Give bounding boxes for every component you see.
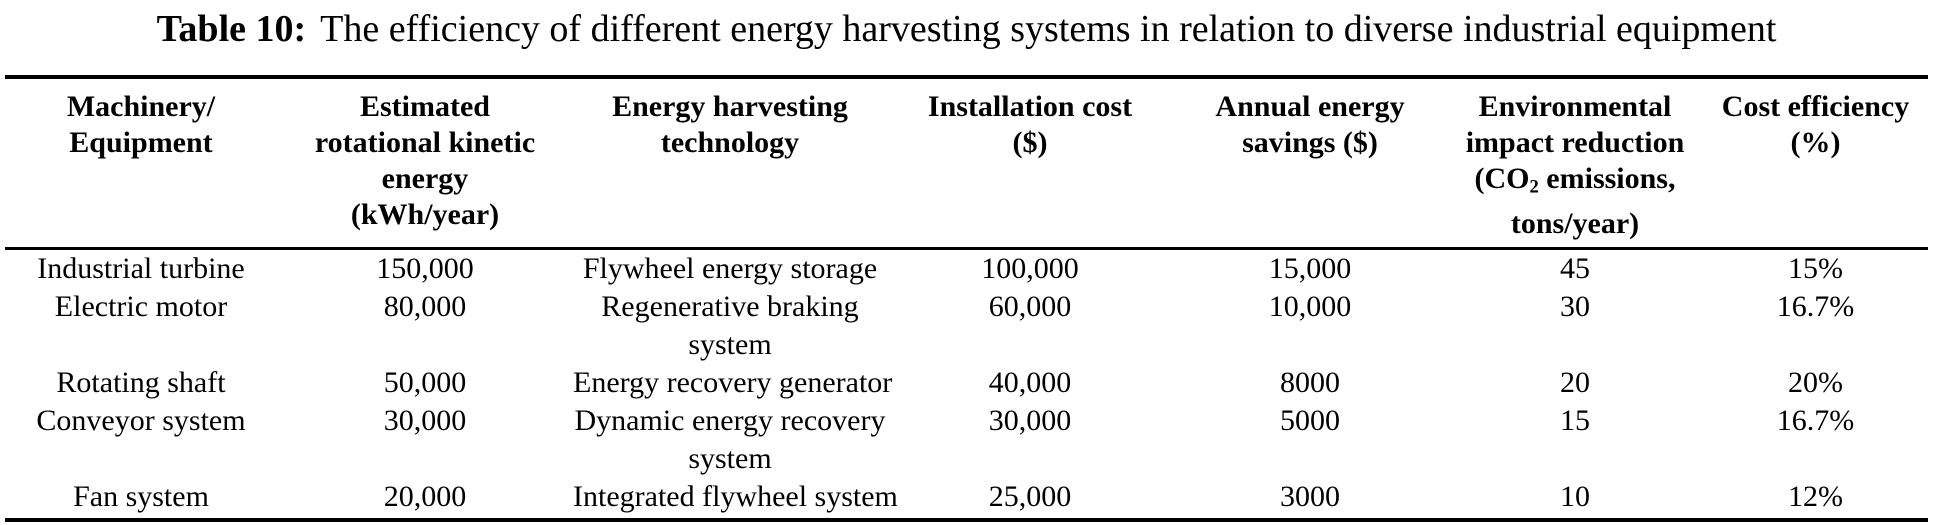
cell-cost-efficiency: 20%: [1788, 365, 1843, 399]
environmental-co2-line: (CO2 emissions,: [1447, 161, 1703, 206]
col-header-installation-cost: Installation cost ($): [887, 77, 1173, 250]
table-row-fan-system: Fan system 20,000 Integrated flywheel syst…: [5, 478, 1928, 520]
table-row-industrial-turbine: Industrial turbine 150,000 Flywheel energy…: [5, 248, 1928, 288]
table-row-rotating-shaft: Rotating shaft 50,000 Energy recovery gene…: [5, 364, 1928, 402]
cell-technology: Flywheel energy storage: [582, 251, 878, 285]
cell-machinery: Industrial turbine: [37, 251, 245, 285]
cell-installation-cost: 60,000: [988, 289, 1072, 323]
cell-technology: Regenerative braking system: [601, 289, 859, 361]
cell-environmental: 15: [1560, 403, 1590, 437]
table-caption-label: Table 10:: [156, 8, 307, 50]
cell-cost-efficiency: 15%: [1788, 251, 1843, 285]
cell-annual-savings: 3000: [1280, 479, 1340, 513]
cell-kinetic-energy: 80,000: [383, 289, 467, 323]
cell-kinetic-energy: 20,000: [383, 479, 467, 513]
col-header-technology: Energy harvesting technology: [573, 77, 887, 250]
cell-machinery: Fan system: [73, 479, 209, 513]
cell-kinetic-energy: 50,000: [383, 365, 467, 399]
cell-machinery: Electric motor: [54, 289, 228, 323]
cell-environmental: 10: [1560, 479, 1590, 513]
col-header-environmental: Environmental impact reduction (CO2 emissi…: [1447, 77, 1703, 250]
cell-environmental: 30: [1560, 289, 1590, 323]
environmental-line-1: Environmental: [1478, 90, 1672, 123]
col-header-annual-savings: Annual energy savings ($): [1173, 77, 1447, 250]
cell-technology: Integrated flywheel system: [573, 479, 898, 513]
cell-installation-cost: 25,000: [988, 479, 1072, 513]
cell-kinetic-energy: 30,000: [383, 403, 467, 437]
cell-annual-savings: 8000: [1280, 365, 1340, 399]
cell-annual-savings: 15,000: [1268, 251, 1352, 285]
cell-cost-efficiency: 16.7%: [1776, 403, 1855, 437]
cell-technology: Dynamic energy recovery system: [574, 403, 886, 475]
table-row-electric-motor: Electric motor 80,000 Regenerative braking…: [5, 288, 1928, 364]
energy-harvesting-table: Machinery/ Equipment Estimated rotationa…: [5, 75, 1928, 522]
cell-cost-efficiency: 12%: [1788, 479, 1843, 513]
col-header-kinetic-energy: Estimated rotational kinetic energy (kWh…: [277, 77, 573, 250]
cell-machinery: Rotating shaft: [56, 365, 226, 399]
table-body: Industrial turbine 150,000 Flywheel energy…: [5, 248, 1928, 520]
co2-subscript: 2: [1529, 176, 1539, 198]
cell-machinery: Conveyor system: [36, 403, 246, 437]
table-caption: Table 10: The efficiency of different ene…: [0, 5, 1933, 53]
cell-installation-cost: 30,000: [988, 403, 1072, 437]
cell-environmental: 45: [1560, 251, 1590, 285]
table-caption-text: The efficiency of different energy harve…: [320, 8, 1777, 50]
co2-suffix: emissions,: [1538, 162, 1676, 195]
table-row-conveyor-system: Conveyor system 30,000 Dynamic energy reco…: [5, 402, 1928, 478]
cell-installation-cost: 100,000: [981, 251, 1079, 285]
cell-installation-cost: 40,000: [988, 365, 1072, 399]
cell-kinetic-energy: 150,000: [376, 251, 474, 285]
col-header-cost-efficiency: Cost efficiency (%): [1703, 77, 1928, 250]
cell-cost-efficiency: 16.7%: [1776, 289, 1855, 323]
cell-annual-savings: 10,000: [1268, 289, 1352, 323]
cell-annual-savings: 5000: [1280, 403, 1340, 437]
col-header-machinery: Machinery/ Equipment: [5, 77, 277, 250]
table-header-row: Machinery/ Equipment Estimated rotationa…: [5, 77, 1928, 250]
environmental-line-2: impact reduction: [1465, 126, 1685, 159]
environmental-line-4: tons/year): [1510, 206, 1640, 240]
cell-environmental: 20: [1560, 365, 1590, 399]
co2-prefix: (CO: [1474, 162, 1530, 195]
cell-technology: Energy recovery generator: [573, 365, 893, 399]
